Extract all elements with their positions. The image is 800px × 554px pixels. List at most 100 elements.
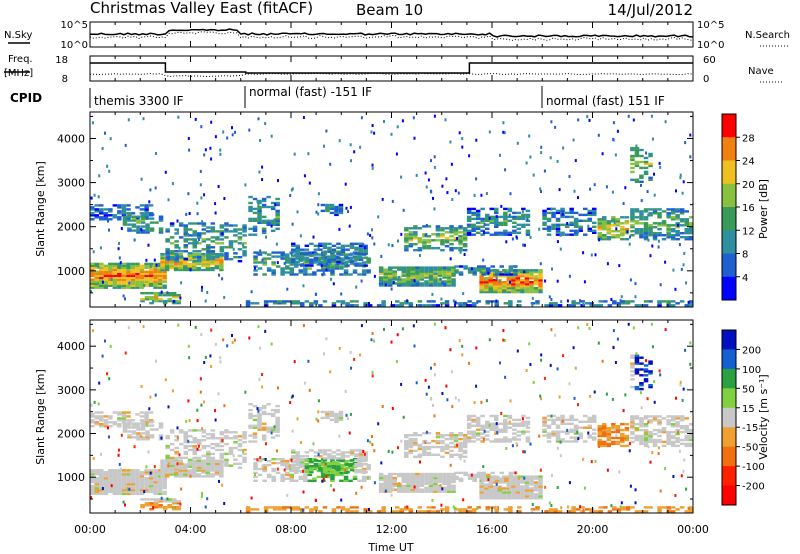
power-cell (679, 208, 685, 211)
velocity-cell (652, 432, 658, 436)
velocity-cell (634, 438, 640, 442)
velocity-cell (659, 489, 662, 493)
velocity-cell (437, 478, 443, 482)
velocity-cell (494, 438, 499, 441)
power-cell (670, 304, 676, 307)
velocity-cell (390, 340, 393, 344)
power-cell (542, 227, 547, 230)
power-cell (484, 286, 489, 290)
power-cell (329, 207, 335, 211)
velocity-cell (231, 334, 233, 337)
velocity-cell (546, 418, 552, 422)
velocity-cell (295, 466, 300, 470)
power-cell (648, 162, 653, 166)
velocity-cell (253, 458, 258, 461)
power-cell (458, 271, 464, 274)
power-cell (201, 222, 207, 225)
power-cell (472, 271, 477, 274)
power-cell (210, 258, 216, 261)
power-cell (435, 239, 441, 242)
power-cell (587, 224, 590, 228)
velocity-cell (139, 419, 145, 422)
power-cell (444, 300, 450, 303)
velocity-cell (201, 444, 207, 448)
velocity-cell (539, 468, 542, 472)
power-cell (648, 178, 653, 181)
power-cell (399, 302, 404, 305)
power-cell (413, 136, 416, 140)
power-cell (583, 280, 586, 284)
velocity-cell (462, 455, 468, 458)
power-cell (432, 196, 434, 200)
power-cell (630, 146, 635, 150)
velocity-cell (250, 496, 253, 500)
velocity-cell (485, 424, 490, 427)
power-cell (548, 302, 554, 305)
velocity-cell (597, 341, 600, 345)
power-cell (484, 284, 489, 288)
power-ylabel: Slant Range [km] (34, 161, 47, 257)
velocity-cell (155, 359, 157, 363)
velocity-cell (573, 428, 579, 431)
velocity-cell (582, 508, 585, 512)
power-cell (340, 252, 346, 255)
velocity-cell (153, 498, 159, 501)
power-cell (254, 302, 260, 305)
power-cell (275, 221, 280, 224)
power-cell (173, 268, 179, 272)
velocity-cell (261, 436, 267, 439)
velocity-cell (652, 419, 658, 422)
power-cell (652, 232, 658, 235)
velocity-cell (630, 354, 635, 357)
velocity-cell (122, 426, 128, 429)
velocity-cell (357, 479, 362, 482)
power-cell (657, 224, 662, 227)
power-cell (348, 273, 353, 276)
power-cell (538, 275, 543, 278)
velocity-cell (352, 477, 358, 480)
velocity-cell (336, 449, 341, 452)
noise-right-tick-top: 10^5 (697, 20, 724, 31)
velocity-cell (148, 477, 154, 480)
velocity-cell (303, 479, 308, 482)
velocity-cell (670, 425, 676, 428)
velocity-cell (607, 510, 613, 513)
power-cell (257, 261, 263, 264)
velocity-cell (675, 423, 680, 426)
power-cell (196, 266, 201, 270)
power-cell (378, 282, 384, 285)
velocity-cell (94, 484, 99, 488)
velocity-cell (578, 434, 583, 437)
velocity-cell (480, 426, 485, 429)
power-cell (252, 217, 258, 221)
power-cell (180, 281, 183, 285)
power-cell (153, 268, 158, 271)
velocity-cell (508, 471, 514, 475)
velocity-cell (144, 480, 149, 484)
velocity-cell (554, 333, 557, 337)
power-cell (408, 239, 414, 242)
power-cell (634, 216, 640, 219)
power-cell (664, 260, 667, 264)
velocity-cell (307, 458, 313, 461)
power-cell (529, 286, 534, 290)
velocity-cell (569, 416, 574, 420)
power-cell (340, 262, 346, 265)
velocity-cell (454, 477, 459, 480)
velocity-cell (112, 490, 118, 494)
velocity-cell (325, 475, 331, 479)
velocity-cell (210, 469, 215, 472)
velocity-cell (406, 478, 411, 482)
velocity-cell (624, 423, 630, 426)
power-cell (643, 210, 649, 213)
power-cell (160, 229, 163, 233)
power-cell (210, 157, 213, 161)
velocity-cell (583, 486, 586, 490)
velocity-cell (237, 462, 243, 465)
power-cell (509, 280, 511, 284)
velocity-cell (564, 422, 570, 425)
power-cell (479, 279, 484, 282)
velocity-cell (261, 412, 267, 416)
power-cell (587, 213, 592, 217)
power-cell (222, 130, 225, 134)
